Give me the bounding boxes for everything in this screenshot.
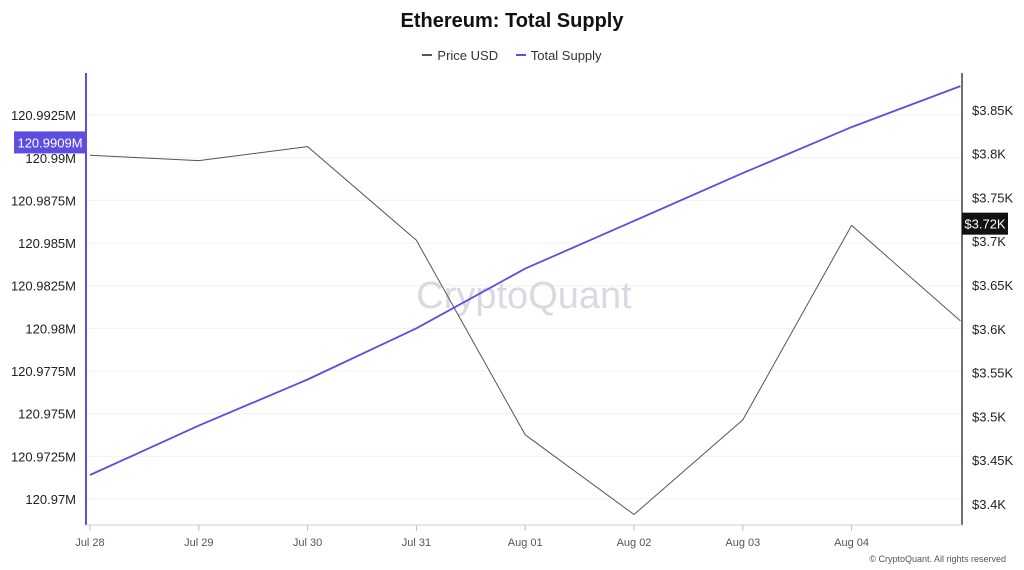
legend-item-supply[interactable]: Total Supply [515,47,602,63]
copyright-credit: © CryptoQuant. All rights reserved [869,554,1006,564]
legend-swatch-price [422,54,433,56]
left-tick-label: 120.98M [25,321,76,336]
legend-swatch-supply [515,54,526,56]
x-tick-label: Aug 02 [617,537,652,549]
left-value-badge-label: 120.9909M [17,135,82,150]
right-tick-label: $3.6K [972,322,1006,337]
x-tick-label: Jul 31 [402,537,431,549]
right-tick-label: $3.7K [972,234,1006,249]
left-axis-value-badge: 120.9909M [14,131,86,154]
right-tick-label: $3.65K [972,278,1014,293]
right-value-badge-bg [962,212,1008,235]
x-tick-label: Aug 03 [725,537,760,549]
legend-label-price: Price USD [437,47,499,63]
left-tick-label: 120.97M [25,492,76,507]
watermark-text: CryptoQuant [416,275,632,317]
right-tick-label: $3.8K [972,147,1006,162]
left-tick-label: 120.9925M [11,108,76,123]
right-tick-label: $3.5K [972,409,1006,424]
series-lines [89,85,961,515]
left-value-badge-bg [14,131,86,154]
x-tick-label: Jul 28 [75,537,104,549]
x-tick-label: Jul 30 [293,537,322,549]
series-line-total-supply[interactable] [89,85,961,476]
chart-title: Ethereum: Total Supply [400,10,624,32]
right-tick-label: $3.45K [972,453,1014,468]
x-axis-ticks: Jul 28 Jul 29 Jul 30 Jul 31 Aug 01 Aug 02 Aug … [75,525,869,549]
left-axis-ticks: 120.97M 120.9725M 120.975M 120.9775M 120.98M… [11,108,76,507]
x-tick-label: Aug 04 [834,537,869,549]
series-line-price-usd[interactable] [89,146,961,515]
right-tick-label: $3.85K [972,103,1014,118]
legend-label-supply: Total Supply [530,47,602,63]
left-tick-label: 120.9875M [11,193,76,208]
left-tick-label: 120.985M [18,236,76,251]
right-axis-ticks: $3.4K $3.45K $3.5K $3.55K $3.6K $3.65K $3.7K $3… [972,103,1014,512]
chart-legend: Price USD Total Supply [0,44,1024,63]
right-value-badge-label: $3.72K [964,217,1006,232]
grid-lines [86,114,962,500]
x-tick-label: Aug 01 [508,537,543,549]
right-tick-label: $3.4K [972,497,1006,512]
left-tick-label: 120.975M [18,407,76,422]
right-axis-value-badge: $3.72K [962,212,1008,235]
left-tick-label: 120.99M [25,151,76,166]
left-tick-label: 120.9775M [11,364,76,379]
left-tick-label: 120.9825M [11,279,76,294]
right-tick-label: $3.55K [972,366,1014,381]
legend-item-price[interactable]: Price USD [422,48,498,63]
right-tick-label: $3.75K [972,190,1014,205]
x-tick-label: Jul 29 [184,537,213,549]
left-tick-label: 120.9725M [11,449,76,464]
